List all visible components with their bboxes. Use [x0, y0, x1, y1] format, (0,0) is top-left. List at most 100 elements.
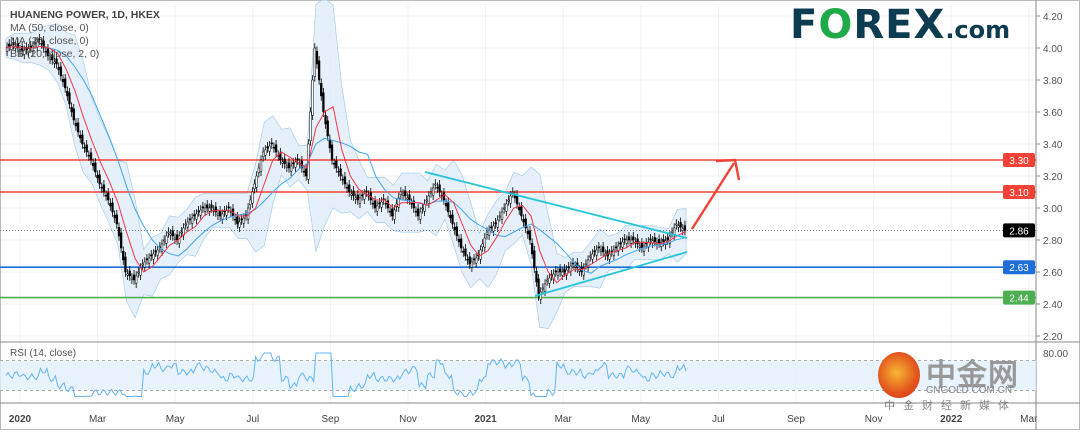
candle-body [528, 230, 532, 241]
candle-body [214, 206, 217, 213]
candle-body [683, 225, 687, 231]
y-tick-label: 3.20 [1043, 172, 1063, 183]
candle-body [12, 42, 15, 46]
candle-body [57, 66, 60, 71]
candle-body [324, 114, 327, 125]
candle-body [679, 222, 682, 228]
candle-body [468, 256, 471, 265]
candle-body [371, 202, 375, 205]
candle-body [111, 202, 114, 213]
candle-body [412, 200, 415, 209]
candle-body [621, 241, 624, 248]
candle-body [565, 269, 568, 276]
candle-body [188, 218, 192, 221]
candle-body [40, 42, 43, 45]
candle-body [100, 186, 103, 189]
candle-body [51, 54, 54, 61]
candle-body [481, 243, 484, 248]
candle-body [242, 217, 245, 224]
candle-body [503, 207, 506, 210]
candle-body [132, 274, 136, 281]
candle-body [206, 204, 209, 209]
candle-body [89, 152, 93, 161]
candle-body [122, 250, 125, 261]
candle-body [647, 241, 650, 248]
bollinger-band [5, 0, 687, 330]
candle-body [356, 194, 359, 201]
x-tick-label: May [166, 414, 185, 425]
candle-body [175, 234, 179, 241]
candle-body [520, 206, 523, 217]
candle-body [345, 186, 349, 189]
candle-body [384, 202, 387, 205]
candle-body [425, 199, 428, 202]
candle-body [46, 48, 50, 57]
y-tick-label: 4.20 [1043, 12, 1063, 23]
candle-body [388, 210, 392, 213]
candle-body [591, 253, 594, 260]
candle-body [173, 237, 177, 240]
candle-body [429, 191, 433, 194]
y-tick-label: 3.60 [1043, 108, 1063, 119]
candle-body [438, 184, 441, 193]
candle-body [87, 154, 90, 157]
candle-body [401, 193, 405, 196]
candle-body [649, 238, 652, 241]
x-tick-label: Mar [89, 414, 107, 425]
candle-body [167, 231, 170, 234]
candle-body [227, 206, 230, 209]
candle-body [208, 207, 211, 212]
upper-trendline [424, 171, 688, 239]
candle-body [507, 199, 510, 202]
candle-body [378, 202, 381, 205]
candle-body [625, 239, 628, 244]
candle-body [578, 269, 581, 272]
candle-body [539, 291, 542, 300]
candle-body [335, 160, 338, 169]
candle-body [657, 238, 661, 244]
candle-body [72, 108, 75, 121]
candle-body [638, 245, 641, 248]
candle-body [38, 38, 41, 41]
legend-rsi[interactable]: RSI (14, close) [10, 348, 77, 359]
legend-ma50[interactable]: MA (50, close, 0) [10, 22, 89, 34]
candle-body [339, 168, 342, 177]
candle-body [96, 174, 99, 179]
y-tick-label: 2.80 [1043, 236, 1063, 247]
cngold-watermark: 中金网 CNGOLD.COM.CN 中金财经新媒体 [878, 350, 1033, 412]
candle-body [184, 223, 187, 226]
candle-body [20, 46, 24, 52]
candle-body [337, 170, 340, 173]
candle-body [94, 162, 97, 173]
rsi-tick-label: 80.00 [1043, 349, 1068, 360]
candle-body [677, 225, 680, 228]
legend-bb[interactable]: BB (20, close, 2, 0) [10, 48, 100, 60]
candle-body [455, 226, 458, 237]
candle-body [289, 165, 293, 172]
candle-body [522, 218, 525, 223]
candle-body [180, 231, 183, 234]
candle-body [586, 259, 590, 268]
y-tick-label: 2.20 [1043, 332, 1063, 343]
candle-body [274, 144, 278, 153]
candle-body [662, 238, 665, 242]
candle-body [546, 279, 549, 282]
candle-body [492, 225, 495, 232]
candle-body [139, 267, 142, 276]
candle-body [350, 193, 353, 196]
candle-body [554, 270, 557, 273]
candle-body [629, 239, 633, 244]
legend-ma20[interactable]: MA (20, close, 0) [10, 35, 89, 47]
ma50-line [5, 45, 687, 274]
y-tick-label: 3.80 [1043, 76, 1063, 87]
candle-body [326, 120, 329, 137]
candle-body [98, 174, 101, 185]
candle-body [617, 245, 620, 252]
chart-legend: HUANENG POWER, 1D, HKEX MA (50, close, 0… [10, 9, 160, 61]
candle-body [410, 202, 413, 205]
candle-body [414, 210, 418, 213]
candle-body [464, 248, 467, 257]
candle-body [210, 204, 213, 209]
candle-body [623, 238, 626, 241]
